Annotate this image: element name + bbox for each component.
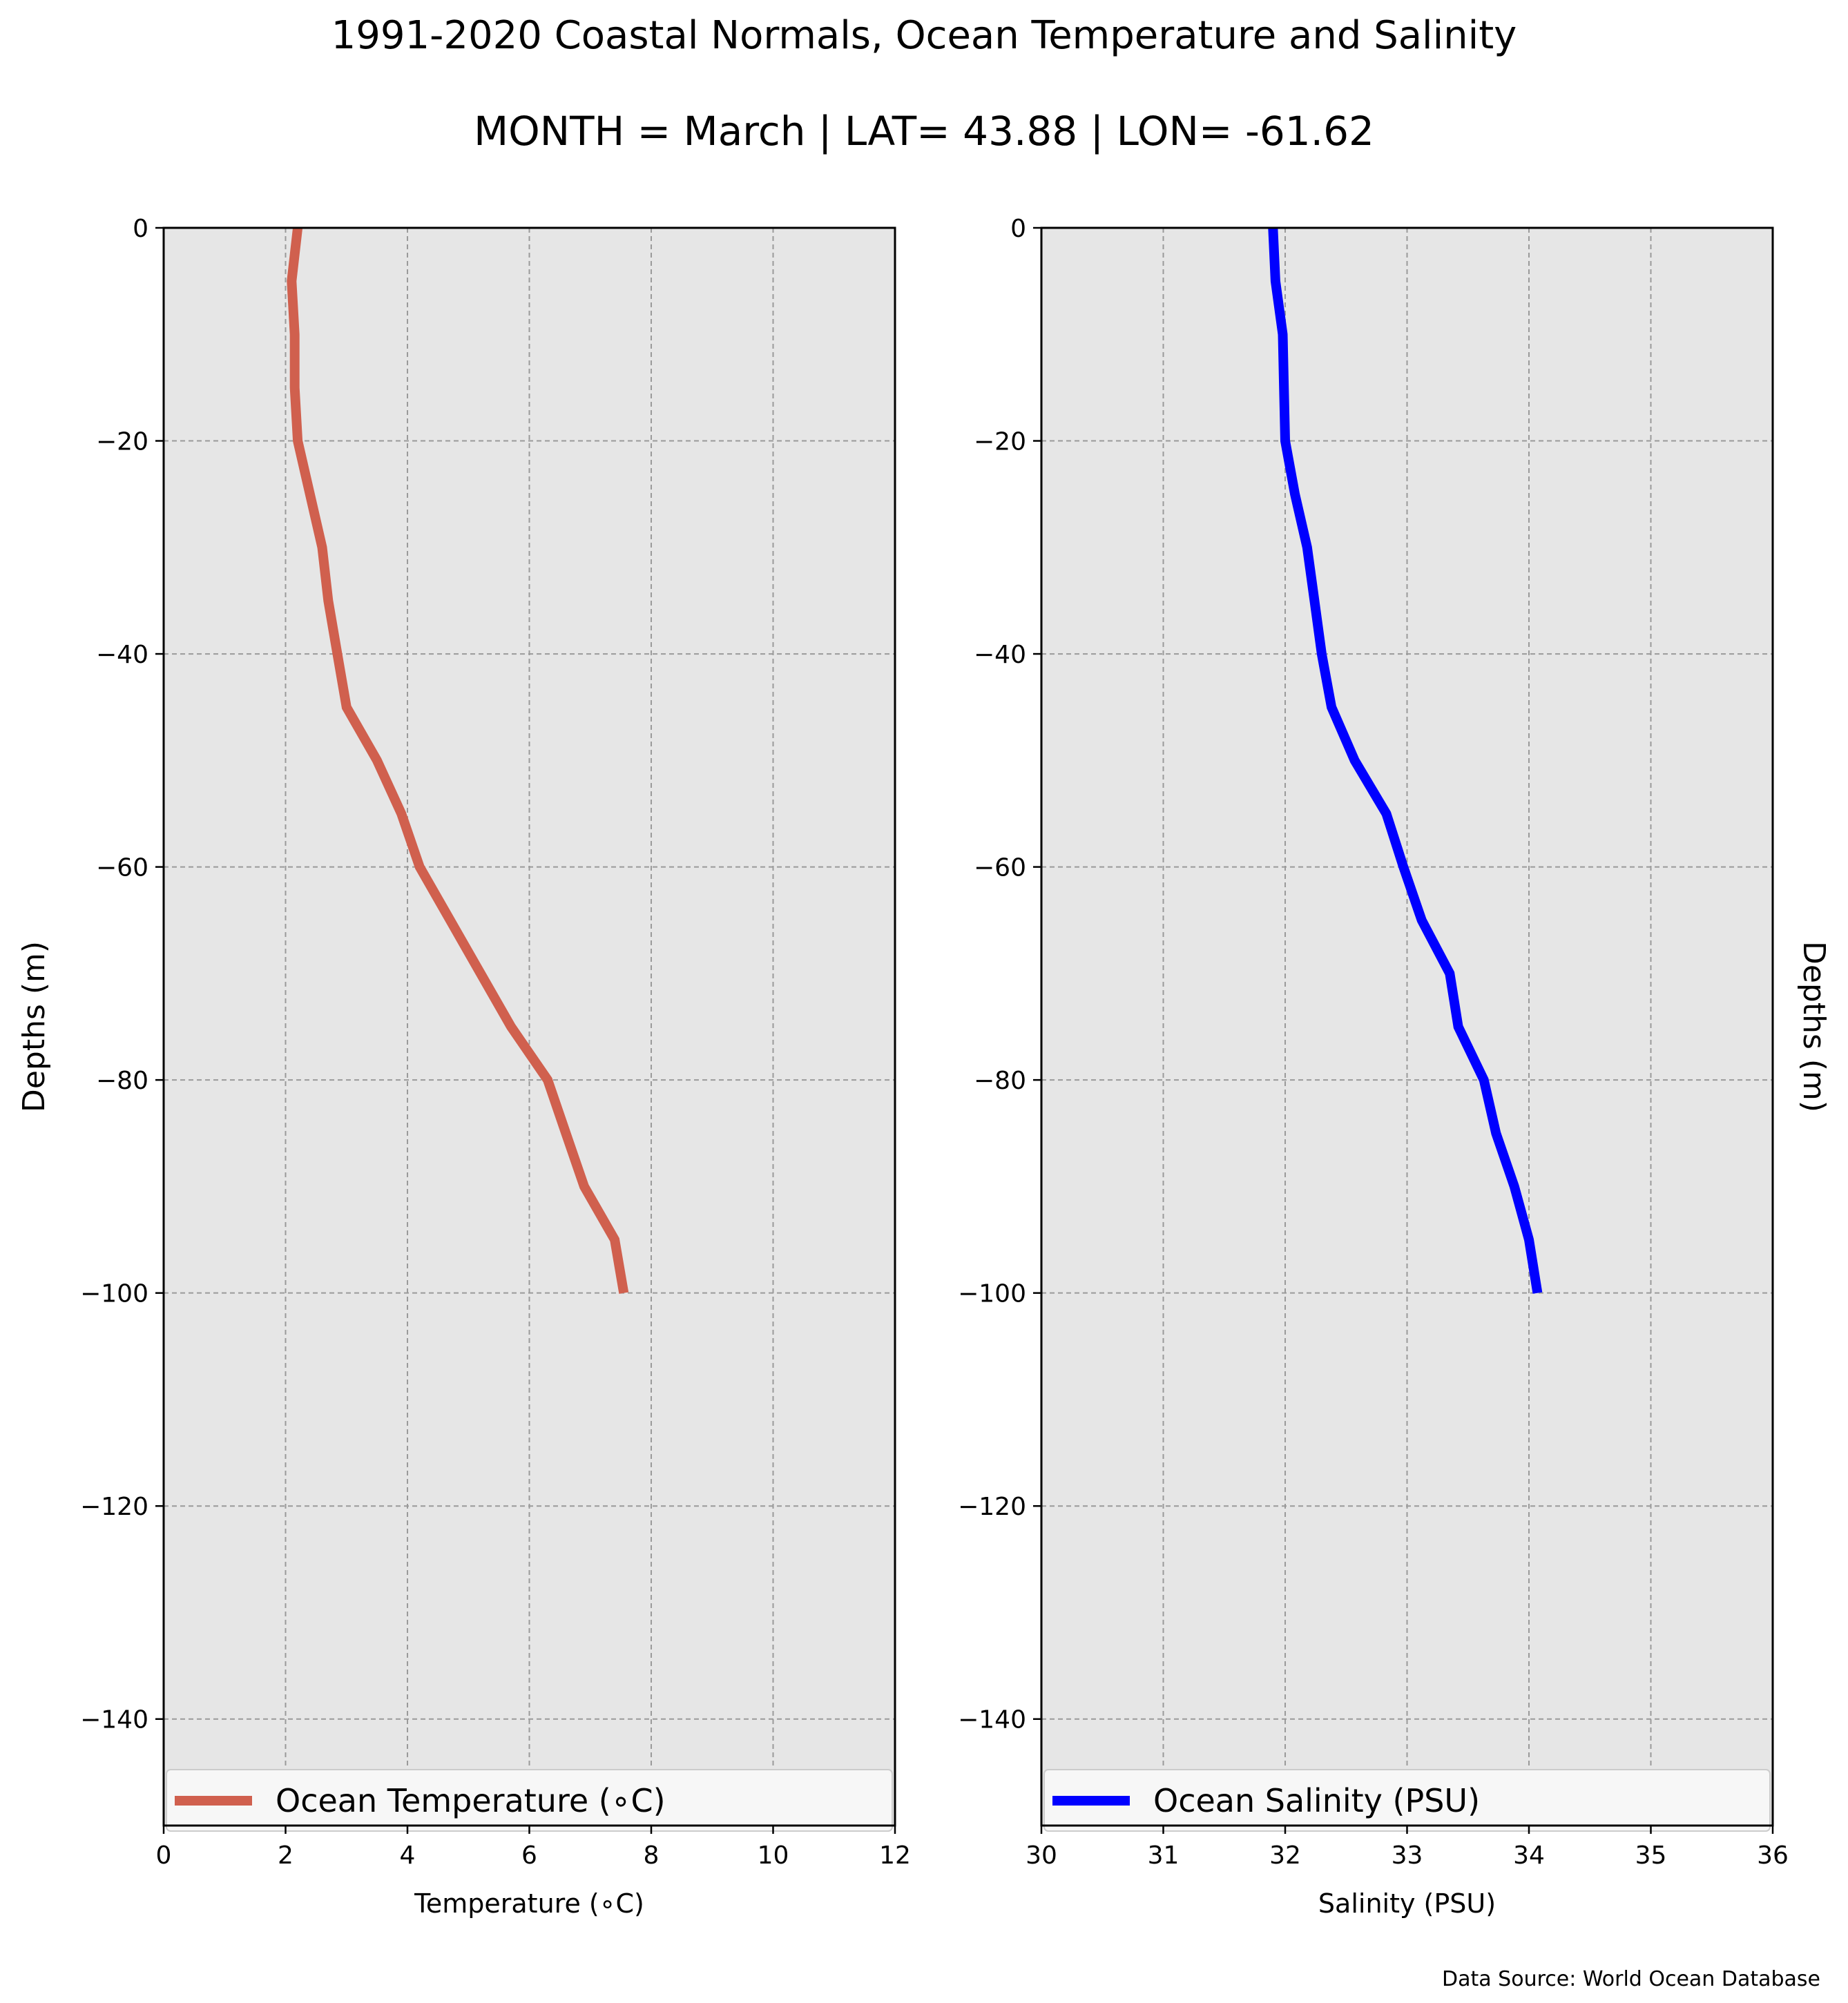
temperature-y-tick-label: −140 bbox=[80, 1706, 148, 1734]
salinity-x-axis-label: Salinity (PSU) bbox=[1318, 1888, 1496, 1919]
temperature-x-tick-label: 10 bbox=[758, 1841, 789, 1870]
salinity-y-tick-label: 0 bbox=[1010, 215, 1026, 243]
temperature-y-tick-label: −80 bbox=[96, 1067, 148, 1095]
salinity-legend-label: Ocean Salinity (PSU) bbox=[1153, 1782, 1480, 1819]
temperature-x-tick-label: 4 bbox=[400, 1841, 416, 1870]
salinity-x-tick-label: 30 bbox=[1026, 1841, 1057, 1870]
temperature-y-tick-label: 0 bbox=[133, 215, 148, 243]
temperature-y-tick-label: −60 bbox=[96, 854, 148, 882]
temperature-x-axis-label: Temperature (∘C) bbox=[414, 1888, 644, 1919]
salinity-y-axis-label: Depths (m) bbox=[1796, 941, 1831, 1112]
salinity-y-tick-label: −80 bbox=[974, 1067, 1026, 1095]
temperature-series-line bbox=[287, 227, 629, 1294]
figure-title: 1991-2020 Coastal Normals, Ocean Tempera… bbox=[331, 13, 1517, 58]
temperature-x-tick-label: 12 bbox=[879, 1841, 911, 1870]
salinity-y-tick-label: −60 bbox=[974, 854, 1026, 882]
salinity-y-tick-label: −20 bbox=[974, 428, 1026, 456]
salinity-x-tick-label: 36 bbox=[1757, 1841, 1789, 1870]
figure-subtitle: MONTH = March | LAT= 43.88 | LON= -61.62 bbox=[474, 108, 1374, 155]
salinity-x-tick-label: 33 bbox=[1392, 1841, 1423, 1870]
temperature-y-axis-label: Depths (m) bbox=[17, 941, 52, 1112]
data-source-note: Data Source: World Ocean Database bbox=[1442, 1967, 1820, 1991]
salinity-y-tick-label: −40 bbox=[974, 641, 1026, 669]
salinity-x-tick-label: 34 bbox=[1513, 1841, 1545, 1870]
temperature-y-tick-label: −40 bbox=[96, 641, 148, 669]
salinity-x-tick-label: 31 bbox=[1148, 1841, 1180, 1870]
temperature-x-tick-label: 6 bbox=[521, 1841, 537, 1870]
salinity-x-tick-label: 35 bbox=[1635, 1841, 1667, 1870]
salinity-y-tick-label: −140 bbox=[958, 1706, 1026, 1734]
salinity-y-tick-label: −100 bbox=[958, 1280, 1026, 1308]
salinity-y-tick-label: −120 bbox=[958, 1493, 1026, 1521]
temperature-x-tick-label: 0 bbox=[156, 1841, 172, 1870]
temperature-legend-label: Ocean Temperature (∘C) bbox=[276, 1782, 666, 1819]
temperature-y-tick-label: −20 bbox=[96, 428, 148, 456]
temperature-y-tick-label: −100 bbox=[80, 1280, 148, 1308]
salinity-series-line bbox=[1268, 227, 1543, 1294]
temperature-x-tick-label: 2 bbox=[278, 1841, 293, 1870]
temperature-x-tick-label: 8 bbox=[644, 1841, 660, 1870]
temperature-panel: Ocean Temperature (∘C) 0 2 4 6 8 10 12 0 −20 −40 −6… bbox=[17, 215, 911, 1919]
temperature-y-tick-label: −120 bbox=[80, 1493, 148, 1521]
salinity-panel: Ocean Salinity (PSU) 30 31 32 33 34 35 36 0 −20 −4… bbox=[958, 215, 1831, 1919]
salinity-x-tick-label: 32 bbox=[1269, 1841, 1301, 1870]
